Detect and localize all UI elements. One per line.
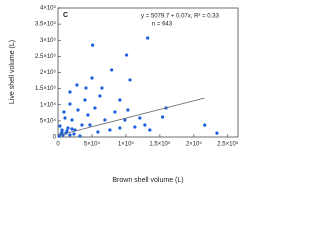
point (100, 86, 104, 90)
fit-line (57, 97, 205, 136)
point (83, 98, 87, 102)
point (68, 102, 72, 106)
point (75, 83, 79, 87)
point (143, 123, 147, 127)
point (133, 125, 137, 129)
point (125, 53, 129, 57)
y-axis-label: Live shell volume (L) (9, 40, 16, 104)
point (91, 43, 95, 47)
point (58, 124, 62, 128)
panel-label: C (63, 12, 68, 19)
point (118, 126, 122, 130)
point (68, 133, 72, 137)
point (62, 110, 66, 114)
point (146, 36, 150, 40)
x-tick-label: 1×10⁵ (118, 141, 135, 148)
y-tick-label: 0 (53, 135, 57, 141)
x-tick-label: 5×10⁴ (84, 141, 101, 148)
chart: C y = 5079.7 + 0.07x, R² = 0.33 n = 643 … (0, 0, 250, 192)
x-tick-label: 2.5×10⁵ (217, 141, 239, 148)
point (123, 118, 127, 122)
point (88, 123, 92, 127)
background (0, 0, 250, 192)
point (68, 90, 72, 94)
point (70, 118, 74, 122)
point (161, 115, 165, 119)
y-tick-label: 3.5×10⁵ (35, 21, 57, 28)
point (113, 110, 117, 114)
point (63, 116, 67, 120)
point (60, 128, 64, 132)
point (76, 108, 80, 112)
point (84, 86, 88, 90)
point (66, 126, 70, 130)
point (96, 130, 100, 134)
point (86, 113, 90, 117)
y-tick-label: 1.5×10⁵ (35, 85, 57, 92)
y-tick-label: 2×10⁵ (40, 69, 57, 76)
y-tick-label: 3×10⁵ (40, 37, 57, 44)
point (118, 98, 122, 102)
point (128, 78, 132, 82)
y-tick-label: 2.5×10⁵ (35, 53, 57, 60)
point (138, 116, 142, 120)
annotation: y = 5079.7 + 0.07x, R² = 0.33 (141, 14, 220, 20)
point (65, 129, 69, 133)
point (110, 68, 114, 72)
annotation: n = 643 (152, 22, 173, 28)
point (126, 108, 130, 112)
point (108, 128, 112, 132)
y-tick-label: 4×10⁵ (40, 5, 57, 12)
point (148, 128, 152, 132)
point (93, 106, 97, 110)
point (80, 123, 84, 127)
point (203, 123, 207, 127)
x-tick-label: 0 (56, 142, 60, 148)
y-tick-label: 1×10⁵ (40, 101, 57, 108)
point (215, 131, 219, 135)
point (78, 134, 82, 138)
point (98, 94, 102, 98)
point (70, 127, 74, 131)
x-axis-label: Brown shell volume (L) (112, 177, 183, 184)
x-tick-label: 1.5×10⁵ (149, 141, 171, 148)
point (72, 132, 76, 136)
y-tick-label: 5×10⁴ (40, 117, 57, 124)
point (90, 76, 94, 80)
point (103, 118, 107, 122)
x-tick-label: 2×10⁵ (186, 141, 203, 148)
